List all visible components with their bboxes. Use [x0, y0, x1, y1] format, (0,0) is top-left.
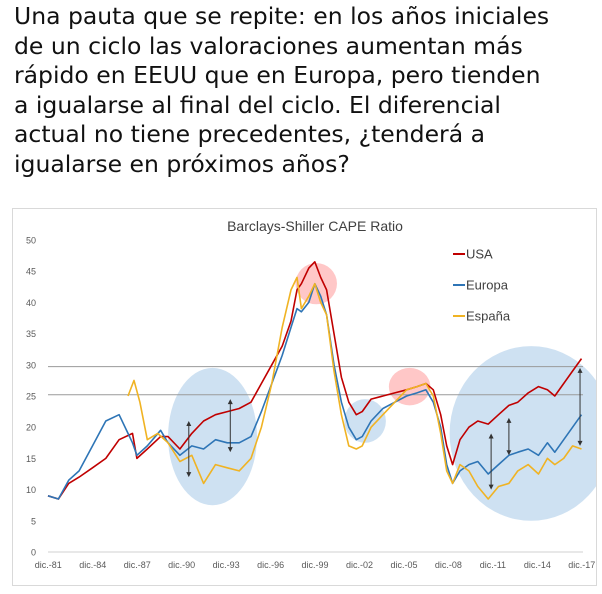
y-tick-label: 25: [26, 392, 36, 402]
headline-line: de un ciclo las valoraciones aumentan má…: [14, 31, 523, 60]
highlight-circle: [344, 399, 386, 443]
headline-line: actual no tiene precedentes, ¿tenderá a: [14, 120, 485, 148]
x-tick-label: dic.-11: [480, 560, 506, 570]
x-tick-label: dic.-90: [168, 560, 195, 570]
gap-arrow: [227, 399, 233, 453]
chart-container: 0 5 10 15 20 25 30 35 40 45 50 dic.-81 dic.-84 dic.-8…: [12, 208, 602, 586]
headline-line: Una pauta que se repite: en los años ini…: [14, 2, 550, 30]
x-tick-label: dic.-14: [524, 560, 551, 570]
x-tick-label: dic.-81: [35, 560, 62, 570]
highlight-circle: [168, 367, 257, 506]
x-tick-label: dic.-17: [568, 560, 595, 570]
legend-label: Europa: [466, 278, 509, 293]
legend: USA Europa España: [453, 247, 511, 324]
highlight-circle: [449, 346, 602, 521]
legend-item: España: [453, 309, 511, 324]
axes: 0 5 10 15 20 25 30 35 40 45 50 dic.-81 dic.-84 dic.-8…: [26, 236, 595, 571]
legend-item: Europa: [453, 278, 509, 293]
y-tick-label: 30: [26, 360, 36, 370]
legend-label: USA: [466, 247, 493, 262]
x-tick-label: dic.-84: [79, 560, 106, 570]
y-tick-label: 5: [31, 516, 36, 526]
x-tick-label: dic.-87: [124, 560, 151, 570]
x-tick-label: dic.-93: [213, 560, 240, 570]
y-tick-label: 15: [26, 454, 36, 464]
y-tick-label: 40: [26, 298, 36, 308]
series-lines: [47, 260, 583, 500]
cape-line-chart: 0 5 10 15 20 25 30 35 40 45 50 dic.-81 dic.-84 dic.-8…: [26, 218, 602, 571]
gap-arrow: [186, 420, 192, 478]
chart-title: Barclays-Shiller CAPE Ratio: [227, 218, 403, 234]
y-tick-label: 35: [26, 329, 36, 339]
legend-label: España: [466, 309, 511, 324]
y-tick-label: 10: [26, 485, 36, 495]
gap-arrows: [186, 367, 583, 490]
x-tick-label: dic.-96: [257, 560, 284, 570]
highlight-circle: [388, 367, 431, 406]
y-tick-label: 50: [26, 236, 36, 246]
y-tick-label: 0: [31, 548, 36, 558]
headline: Una pauta que se repite: en los años ini…: [14, 2, 594, 179]
gap-arrow: [488, 433, 494, 490]
headline-line: igualarse en próximos años?: [14, 149, 350, 178]
x-tick-label: dic.-08: [435, 560, 462, 570]
y-tick-label: 45: [26, 267, 36, 277]
highlight-circles: [168, 263, 602, 521]
legend-item: USA: [453, 247, 493, 262]
gap-arrow: [506, 417, 512, 456]
x-tick-label: dic.-99: [302, 560, 329, 570]
headline-line: rápido en EEUU que en Europa, pero tiend…: [14, 61, 541, 89]
headline-line: a igualarse al final del ciclo. El difer…: [14, 90, 501, 119]
x-tick-label: dic.-02: [346, 560, 373, 570]
x-tick-label: dic.-05: [390, 560, 417, 570]
series-line: [127, 276, 582, 500]
series-line: [47, 260, 583, 500]
gap-arrow: [577, 367, 583, 446]
y-tick-label: 20: [26, 423, 36, 433]
